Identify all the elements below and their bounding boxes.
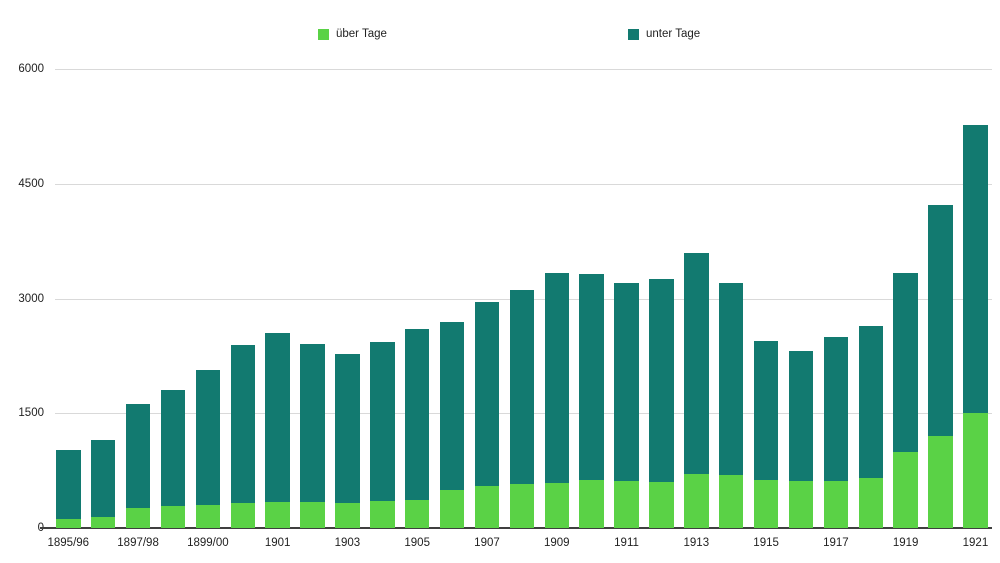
x-tick-label-1909: 1909 (543, 537, 570, 549)
x-tick-label-1913: 1913 (683, 537, 710, 549)
bar-1903-unter-tage[interactable] (335, 353, 360, 503)
x-tick-label-1919: 1919 (892, 537, 919, 549)
x-tick-label-1897-98: 1897/98 (117, 537, 159, 549)
bar-1911-unter-tage[interactable] (614, 283, 639, 482)
bar-1915-unter-tage[interactable] (753, 340, 779, 480)
x-tick-label-1901: 1901 (264, 537, 291, 549)
bar-1910-unter-tage[interactable] (579, 274, 604, 481)
gridline-6000 (55, 69, 992, 70)
bar-1906-unter-tage[interactable] (439, 322, 465, 490)
bar-1920-unter-tage[interactable] (928, 205, 953, 437)
bar-1902-uber-tage[interactable] (300, 502, 325, 528)
y-tick-label-3000: 3000 (18, 292, 44, 305)
bar-1914-uber-tage[interactable] (718, 475, 744, 528)
bar-1906-uber-tage[interactable] (439, 489, 465, 528)
x-tick-label-1895-96: 1895/96 (47, 537, 90, 549)
x-tick-label-1917: 1917 (823, 537, 849, 549)
bar-1918-uber-tage[interactable] (858, 477, 884, 528)
bar-1908-uber-tage[interactable] (509, 483, 535, 528)
bar-1895-96-unter-tage[interactable] (56, 450, 81, 519)
bar-1919-uber-tage[interactable] (893, 452, 918, 528)
bar-1903-uber-tage[interactable] (335, 502, 360, 528)
bar-1911-uber-tage[interactable] (614, 481, 639, 528)
y-tick-label-4500: 4500 (18, 177, 44, 190)
legend-item-uber-tage[interactable]: über Tage (318, 28, 387, 40)
bar-1907-uber-tage[interactable] (474, 486, 500, 528)
bar-1896-97-unter-tage[interactable] (90, 440, 116, 517)
bar-1898-99-uber-tage[interactable] (160, 506, 186, 528)
bar-1913-unter-tage[interactable] (684, 253, 709, 475)
unter-tage-swatch-icon (628, 28, 639, 40)
bar-1921-unter-tage[interactable] (963, 124, 988, 414)
x-tick-label-1903: 1903 (334, 537, 361, 549)
bar-1913-uber-tage[interactable] (684, 474, 709, 528)
bar-1899-00-unter-tage[interactable] (195, 369, 221, 506)
bar-1897-98-uber-tage[interactable] (125, 508, 151, 528)
bar-1905-uber-tage[interactable] (404, 499, 430, 528)
bar-1912-uber-tage[interactable] (649, 482, 674, 528)
bar-1899-00-uber-tage[interactable] (195, 505, 221, 528)
bar-1896-97-uber-tage[interactable] (90, 516, 116, 528)
x-tick-label-1905: 1905 (404, 537, 430, 549)
bar-1901-unter-tage[interactable] (265, 332, 290, 502)
x-tick-label-1899-00: 1899/00 (187, 537, 229, 549)
bar-1909-uber-tage[interactable] (544, 482, 569, 528)
y-tick-label-0: 0 (0, 521, 44, 535)
bar-1915-uber-tage[interactable] (753, 479, 779, 528)
bar-1920-uber-tage[interactable] (928, 436, 953, 528)
uber-tage-swatch-icon (318, 28, 329, 40)
legend-label-uber-tage: über Tage (336, 28, 387, 40)
bar-1914-unter-tage[interactable] (718, 283, 744, 476)
plot-area (40, 69, 992, 529)
bar-1916-unter-tage[interactable] (788, 351, 814, 482)
bar-1921-uber-tage[interactable] (963, 413, 988, 528)
x-axis-line (40, 527, 992, 529)
bar-1901-uber-tage[interactable] (265, 502, 290, 528)
y-tick-label-6000: 6000 (18, 63, 44, 75)
legend-label-unter-tage: unter Tage (646, 28, 701, 40)
bar-1900-unter-tage[interactable] (230, 345, 255, 503)
bar-1898-99-unter-tage[interactable] (160, 390, 186, 507)
bar-1905-unter-tage[interactable] (404, 329, 430, 500)
bar-1917-uber-tage[interactable] (823, 480, 849, 528)
bar-1895-96-uber-tage[interactable] (56, 518, 81, 528)
x-tick-label-1911: 1911 (614, 537, 639, 549)
bar-1902-unter-tage[interactable] (300, 344, 325, 503)
y-tick-label-1500: 1500 (18, 407, 44, 420)
bar-1909-unter-tage[interactable] (544, 272, 569, 483)
bar-1918-unter-tage[interactable] (858, 326, 884, 478)
bar-1900-uber-tage[interactable] (230, 502, 255, 528)
bar-1917-unter-tage[interactable] (823, 336, 849, 481)
bar-1904-unter-tage[interactable] (370, 342, 395, 502)
bar-1916-uber-tage[interactable] (788, 481, 814, 528)
bar-1897-98-unter-tage[interactable] (125, 404, 151, 509)
bar-1907-unter-tage[interactable] (474, 301, 500, 487)
x-tick-label-1915: 1915 (753, 537, 779, 549)
bar-1919-unter-tage[interactable] (893, 273, 918, 453)
legend-item-unter-tage[interactable]: unter Tage (628, 28, 700, 40)
x-tick-label-1921: 1921 (962, 537, 989, 549)
bar-1904-uber-tage[interactable] (370, 501, 395, 528)
bar-1910-uber-tage[interactable] (579, 480, 604, 528)
bar-1908-unter-tage[interactable] (509, 290, 535, 484)
gridline-4500 (55, 183, 992, 185)
bar-1912-unter-tage[interactable] (649, 278, 674, 483)
x-tick-label-1907: 1907 (474, 537, 500, 549)
